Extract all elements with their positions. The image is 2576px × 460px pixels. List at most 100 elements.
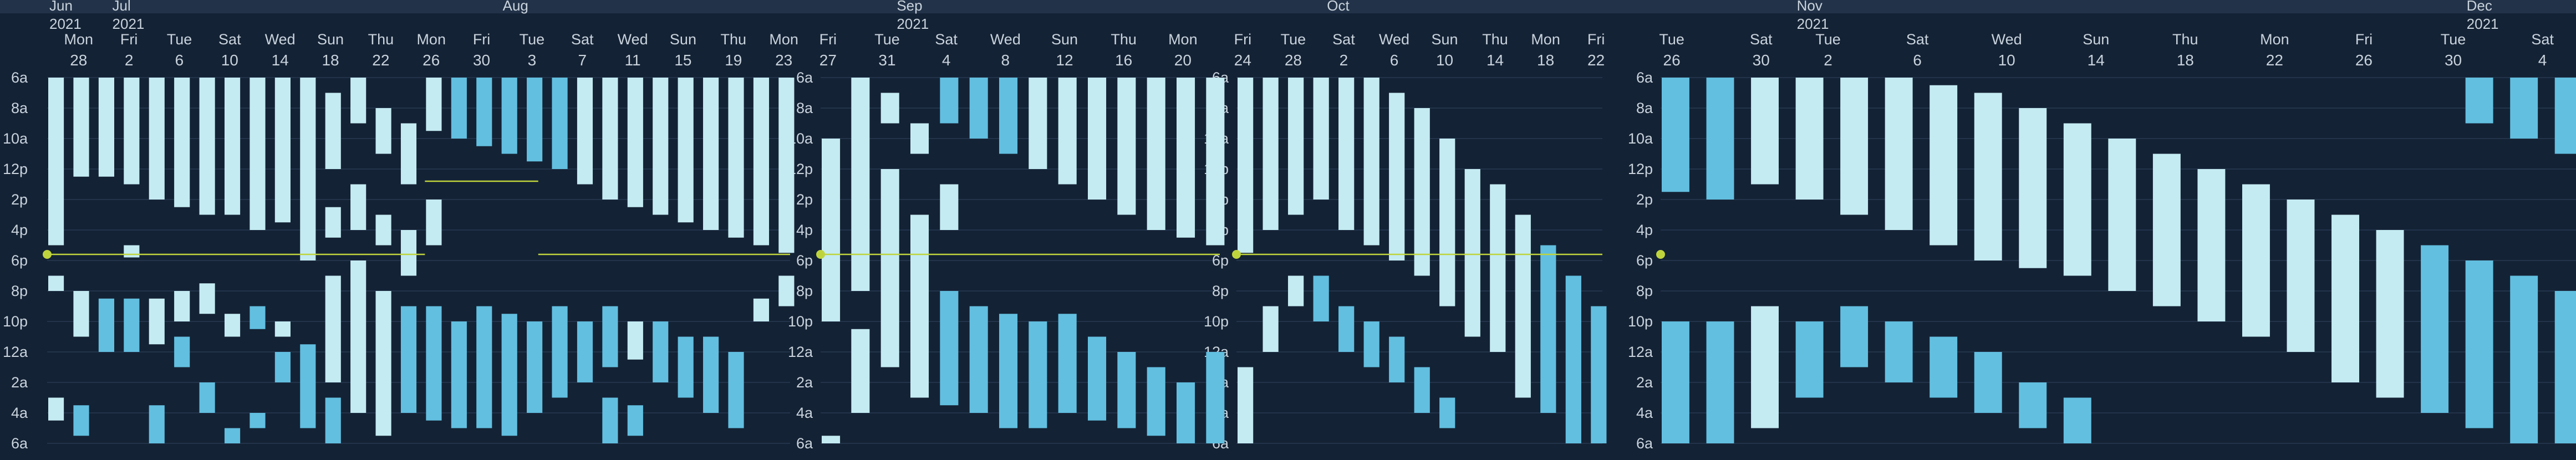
y-tick-label: 4p bbox=[796, 222, 813, 238]
day-tick-date: 8 bbox=[1001, 52, 1010, 69]
y-tick-label: 12a bbox=[1628, 344, 1653, 360]
day-tick-date: 26 bbox=[1663, 52, 1681, 69]
sleep-bar bbox=[851, 78, 870, 291]
sleep-bar bbox=[2019, 382, 2047, 428]
day-tick-weekday: Mon bbox=[416, 31, 446, 48]
y-tick-label: 8p bbox=[1212, 283, 1229, 299]
day-tick-weekday: Wed bbox=[265, 31, 296, 48]
sleep-bar bbox=[940, 291, 959, 406]
sleep-bar bbox=[98, 78, 115, 177]
sleep-bar bbox=[1262, 78, 1279, 230]
day-tick-date: 3 bbox=[528, 52, 537, 69]
sleep-bar bbox=[1029, 321, 1047, 428]
day-tick-weekday: Sat bbox=[2531, 31, 2554, 48]
sleep-bar bbox=[1117, 78, 1136, 215]
y-tick-label: 4a bbox=[1636, 405, 1653, 421]
sleep-bar bbox=[174, 78, 190, 207]
day-tick-date: 12 bbox=[1056, 52, 1073, 69]
sleep-bar bbox=[400, 123, 417, 185]
sleep-bar bbox=[1363, 78, 1379, 246]
sleep-bar bbox=[325, 397, 341, 443]
sleep-bar bbox=[2510, 275, 2538, 443]
sleep-bar bbox=[98, 298, 115, 352]
day-tick-date: 16 bbox=[1115, 52, 1132, 69]
sleep-bar bbox=[627, 78, 643, 207]
sleep-bar bbox=[1974, 352, 2002, 413]
sleep-bar bbox=[1840, 78, 1869, 215]
month-label: Jul bbox=[113, 0, 131, 14]
y-tick-label: 6p bbox=[11, 252, 28, 269]
sleep-bar bbox=[149, 78, 165, 200]
day-tick-date: 15 bbox=[674, 52, 691, 69]
day-tick-date: 18 bbox=[322, 52, 339, 69]
sleep-bar bbox=[250, 306, 266, 329]
sleep-bar bbox=[1439, 139, 1455, 306]
sleep-bar bbox=[880, 93, 899, 124]
day-tick-date: 14 bbox=[1486, 52, 1504, 69]
sleep-bar bbox=[1338, 306, 1355, 352]
sleep-bar bbox=[2197, 169, 2226, 321]
sleep-bar bbox=[1515, 214, 1531, 398]
sleep-bar bbox=[1313, 275, 1329, 321]
day-tick-weekday: Wed bbox=[990, 31, 1021, 48]
y-tick-label: 6a bbox=[11, 435, 28, 452]
sleep-bar bbox=[325, 207, 341, 238]
sleep-bar bbox=[451, 78, 467, 139]
day-tick-weekday: Thu bbox=[368, 31, 394, 48]
sleep-bar bbox=[124, 245, 140, 258]
y-tick-label: 8p bbox=[796, 283, 813, 299]
sleep-bar bbox=[1029, 78, 1047, 169]
sleep-bar bbox=[910, 214, 929, 398]
day-tick-weekday: Tue bbox=[520, 31, 545, 48]
day-tick-weekday: Sat bbox=[1750, 31, 1773, 48]
sleep-bar bbox=[2108, 139, 2136, 291]
sleep-bar bbox=[940, 78, 959, 124]
sleep-bar bbox=[1414, 367, 1430, 413]
sleep-bar bbox=[300, 78, 316, 260]
day-tick-date: 30 bbox=[1753, 52, 1770, 69]
year-label: 2021 bbox=[2467, 16, 2499, 32]
sleep-bar bbox=[1930, 336, 1958, 398]
sleep-bar bbox=[1363, 321, 1379, 367]
day-tick-weekday: Sat bbox=[935, 31, 958, 48]
sleep-bar bbox=[2465, 78, 2493, 124]
day-tick-date: 23 bbox=[775, 52, 792, 69]
day-tick-date: 27 bbox=[819, 52, 837, 69]
day-tick-date: 18 bbox=[1537, 52, 1554, 69]
sleep-bar bbox=[250, 78, 266, 230]
sleep-bar bbox=[1490, 184, 1506, 352]
sleep-bar bbox=[1974, 93, 2002, 260]
sleep-bar bbox=[1389, 93, 1405, 260]
day-tick-date: 6 bbox=[1390, 52, 1399, 69]
day-tick-weekday: Wed bbox=[1992, 31, 2022, 48]
sleep-bar bbox=[552, 78, 568, 169]
sleep-bar bbox=[1706, 78, 1734, 200]
day-tick-date: 26 bbox=[2355, 52, 2373, 69]
sleep-bar bbox=[1662, 78, 1689, 192]
sleep-bar bbox=[552, 306, 568, 398]
month-label: Aug bbox=[503, 0, 528, 14]
day-tick-weekday: Mon bbox=[1168, 31, 1198, 48]
day-tick-weekday: Sun bbox=[317, 31, 344, 48]
month-label: Dec bbox=[2467, 0, 2492, 14]
day-tick-date: 20 bbox=[1174, 52, 1192, 69]
sleep-bar bbox=[577, 78, 593, 185]
header-bar bbox=[0, 0, 2576, 13]
sleep-bar bbox=[2554, 291, 2576, 443]
sleep-bar bbox=[2287, 200, 2315, 352]
sleep-bar bbox=[224, 428, 241, 443]
day-tick-date: 30 bbox=[473, 52, 490, 69]
sleep-bar bbox=[426, 306, 442, 421]
day-tick-date: 2 bbox=[1340, 52, 1348, 69]
day-tick-weekday: Thu bbox=[1111, 31, 1137, 48]
day-tick-weekday: Sat bbox=[218, 31, 241, 48]
sleep-bar bbox=[1313, 78, 1329, 200]
sleep-bar bbox=[1058, 78, 1077, 185]
sleep-bar bbox=[627, 321, 643, 360]
day-tick-weekday: Wed bbox=[618, 31, 648, 48]
sleep-bar bbox=[753, 298, 770, 321]
sleep-bar bbox=[48, 78, 64, 246]
sleep-bar bbox=[400, 230, 417, 276]
sleep-bar bbox=[426, 78, 442, 131]
